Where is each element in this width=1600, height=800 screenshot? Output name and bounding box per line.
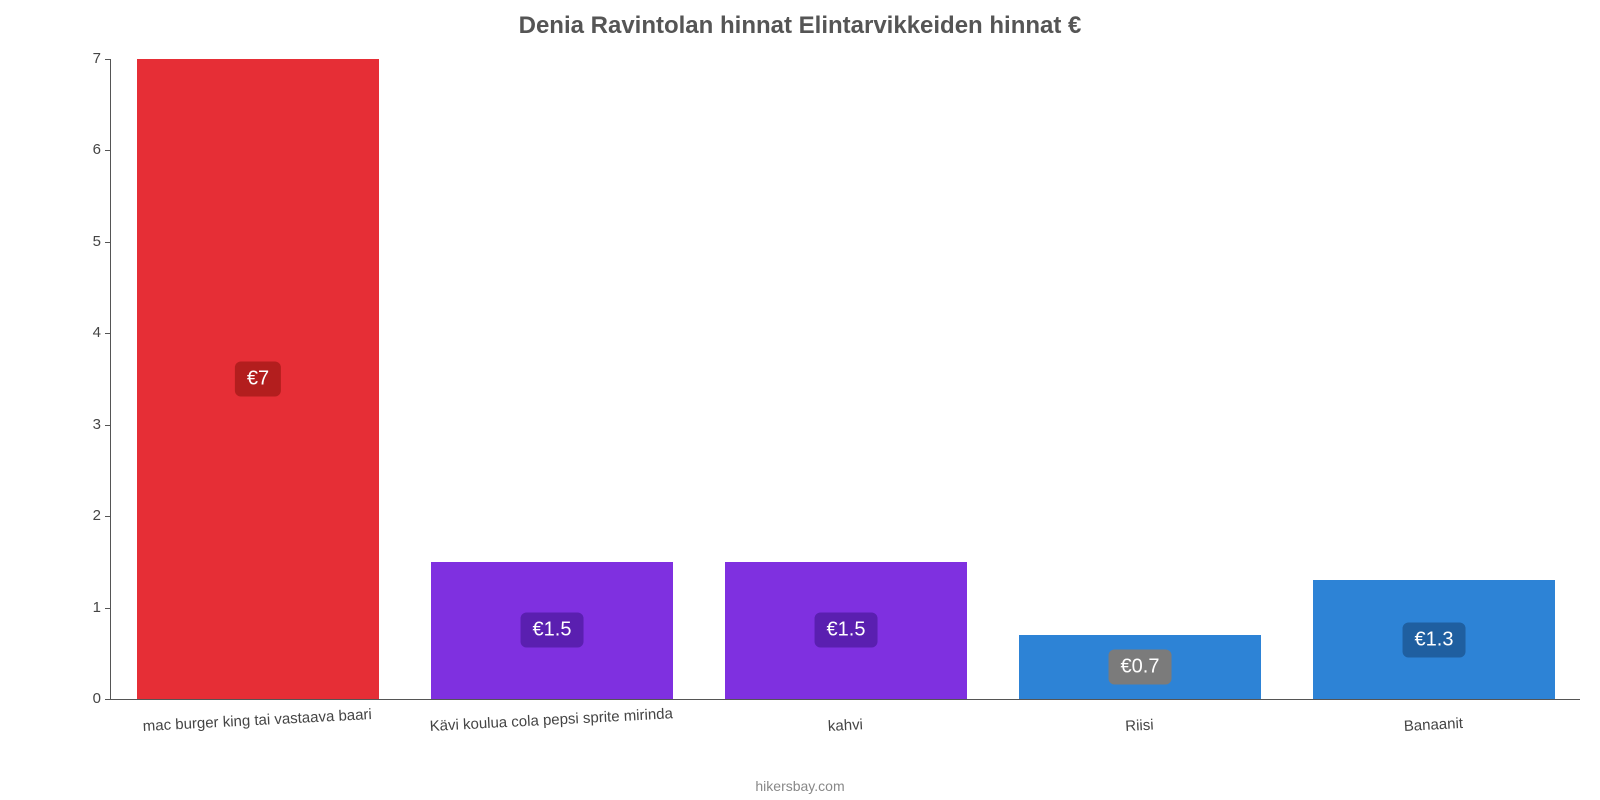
bar-value-label: €0.7 [1109,650,1172,685]
x-tick-label: Kävi koulua cola pepsi sprite mirinda [429,705,673,735]
bar: €0.7 [1019,635,1260,699]
x-tick-label: kahvi [827,716,863,735]
bar-value-label: €7 [235,362,281,397]
bar: €1.3 [1313,580,1554,699]
x-tick-label: Riisi [1125,717,1154,735]
bar-value-label: €1.3 [1403,622,1466,657]
bar: €7 [137,59,378,699]
chart-title: Denia Ravintolan hinnat Elintarvikkeiden… [0,12,1600,40]
plot-area: 01234567€7€1.5€1.5€0.7€1.3 [110,60,1580,700]
chart-credit: hikersbay.com [0,778,1600,794]
x-tick-label: mac burger king tai vastaava baari [142,706,372,735]
bar-value-label: €1.5 [815,613,878,648]
x-tick-label: Banaanit [1403,715,1463,735]
bar: €1.5 [725,562,966,699]
bar-value-label: €1.5 [521,613,584,648]
bar: €1.5 [431,562,672,699]
